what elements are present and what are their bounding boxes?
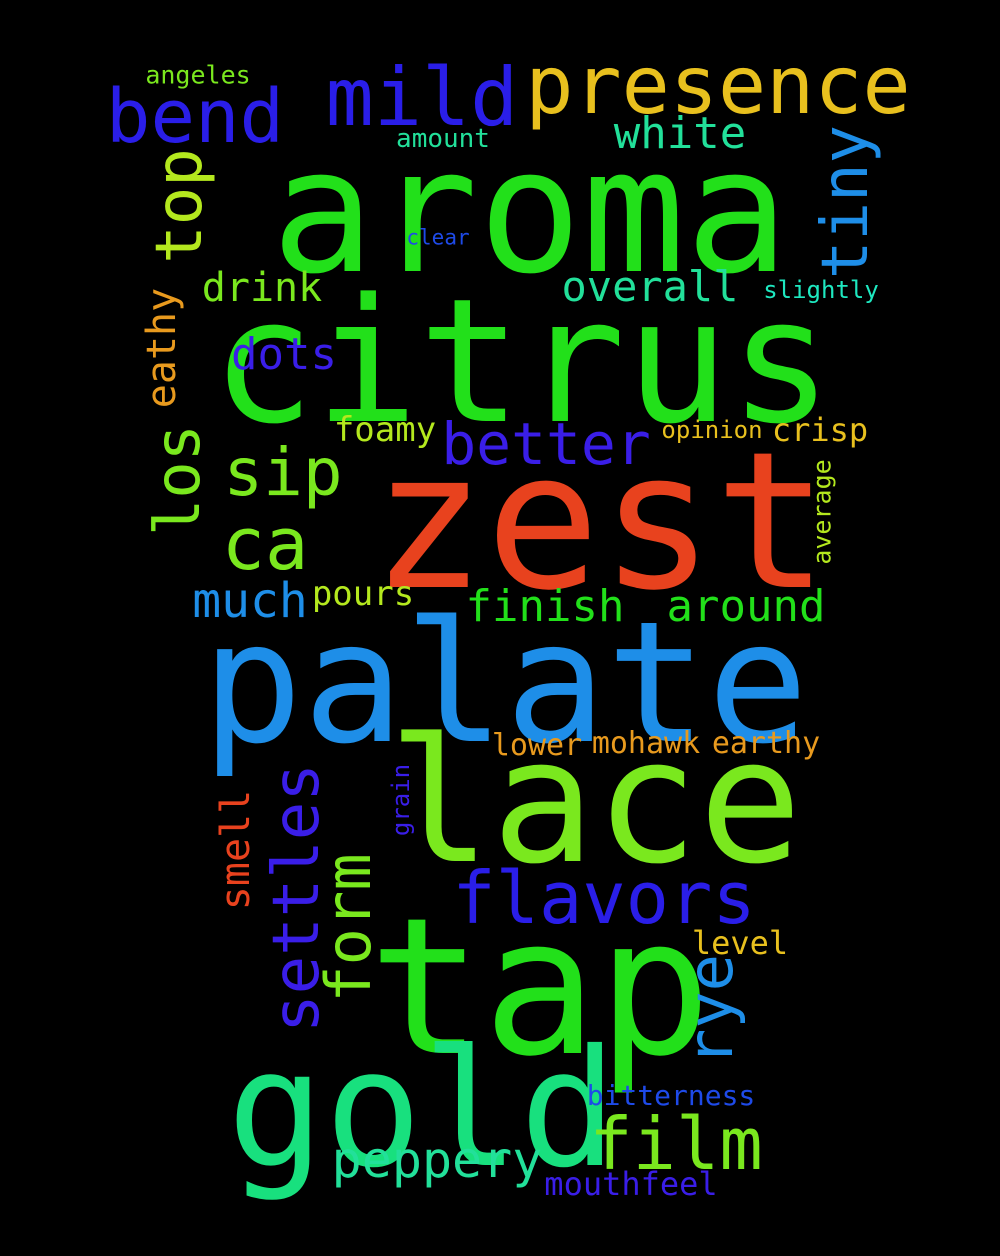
word-grain-text: grain	[387, 763, 415, 837]
word-grain: grain	[387, 764, 473, 836]
word-los-text: los	[141, 424, 214, 536]
word-smell-text: smell	[213, 789, 259, 911]
word-amount-text: amount	[396, 124, 490, 154]
word-mouthfeel-text: mouthfeel	[544, 1165, 718, 1203]
word-pours-text: pours	[311, 574, 415, 614]
word-sip: sip	[223, 440, 402, 539]
word-mohawk-text: mohawk	[591, 726, 701, 761]
word-lower: lower	[492, 731, 627, 776]
word-rye-text: rye	[674, 954, 747, 1066]
word-slightly-text: slightly	[763, 276, 879, 304]
word-tap-text: tap	[368, 877, 712, 1098]
word-crisp-text: crisp	[771, 411, 869, 449]
word-better-text: better	[441, 410, 651, 478]
word-slightly: slightly	[763, 278, 937, 314]
word-gold-text: gold	[226, 1016, 618, 1204]
word-citrus-text: citrus	[211, 261, 833, 462]
word-flavors: flavors	[452, 862, 907, 970]
word-drink: drink	[202, 268, 382, 328]
word-finish-text: finish	[465, 581, 625, 632]
word-white: white	[614, 112, 812, 178]
word-peppery: peppery	[332, 1135, 648, 1210]
word-amount: amount	[396, 126, 537, 165]
word-flavors-text: flavors	[452, 856, 756, 940]
word-drink-text: drink	[201, 265, 323, 311]
word-level-text: level	[691, 924, 789, 962]
word-average: average	[808, 459, 927, 564]
word-film: film	[589, 1108, 849, 1216]
word-ca-text: ca	[221, 502, 309, 586]
word-bitterness-text: bitterness	[586, 1079, 756, 1112]
word-dots-text: dots	[231, 329, 337, 380]
word-tap: tap	[368, 893, 883, 1178]
word-average-text: average	[807, 459, 837, 565]
word-white-text: white	[613, 108, 747, 159]
word-opinion: opinion	[661, 418, 813, 454]
word-around: around	[667, 585, 905, 651]
word-angeles: angeles	[145, 63, 303, 100]
word-better: better	[441, 415, 756, 502]
word-mild-text: mild	[325, 51, 519, 144]
word-palate-text: palate	[201, 585, 809, 781]
word-finish: finish	[466, 585, 704, 651]
word-top-text: top	[143, 148, 217, 264]
word-palate: palate	[202, 599, 1000, 851]
word-aroma: aroma	[271, 126, 1000, 384]
word-rye: rye	[674, 954, 823, 1072]
word-zest: zest	[371, 427, 1000, 712]
word-clear: clear	[406, 227, 501, 259]
word-earthy: earthy	[712, 729, 874, 774]
word-top: top	[143, 148, 296, 270]
word-dots: dots	[231, 333, 390, 399]
word-eathy-text: eathy	[139, 287, 185, 409]
word-overall-text: overall	[561, 262, 739, 311]
word-angeles-text: angeles	[145, 60, 251, 90]
word-opinion-text: opinion	[661, 416, 763, 444]
word-gold: gold	[227, 1029, 812, 1256]
word-bitterness: bitterness	[587, 1082, 840, 1124]
word-presence-text: presence	[525, 39, 911, 132]
word-overall: overall	[561, 266, 827, 329]
word-mohawk: mohawk	[592, 729, 754, 774]
word-clear-text: clear	[406, 225, 470, 250]
word-sip-text: sip	[223, 434, 343, 511]
word-tiny: tiny	[809, 125, 1000, 279]
word-earthy-text: earthy	[711, 726, 821, 761]
word-lace: lace	[388, 716, 1000, 974]
word-presence: presence	[525, 46, 1000, 166]
word-much: much	[192, 577, 366, 649]
word-tiny-text: tiny	[809, 124, 883, 280]
word-ca: ca	[222, 508, 352, 616]
word-around-text: around	[666, 581, 826, 632]
word-mouthfeel: mouthfeel	[544, 1168, 804, 1216]
word-form-text: form	[312, 853, 385, 1003]
word-film-text: film	[589, 1102, 763, 1186]
word-citrus: citrus	[211, 276, 1000, 534]
word-lower-text: lower	[491, 728, 583, 763]
word-level: level	[692, 927, 836, 975]
word-mild: mild	[326, 58, 615, 178]
word-pours: pours	[312, 577, 465, 628]
word-peppery-text: peppery	[331, 1131, 543, 1189]
word-foamy-text: foamy	[333, 410, 437, 450]
word-zest-text: zest	[371, 411, 829, 632]
word-bend-text: bend	[105, 74, 285, 160]
word-lace-text: lace	[387, 701, 803, 902]
word-crisp: crisp	[772, 414, 916, 462]
word-much-text: much	[192, 573, 308, 629]
word-aroma-text: aroma	[271, 111, 789, 312]
word-foamy: foamy	[334, 413, 487, 464]
word-bend: bend	[106, 80, 373, 191]
